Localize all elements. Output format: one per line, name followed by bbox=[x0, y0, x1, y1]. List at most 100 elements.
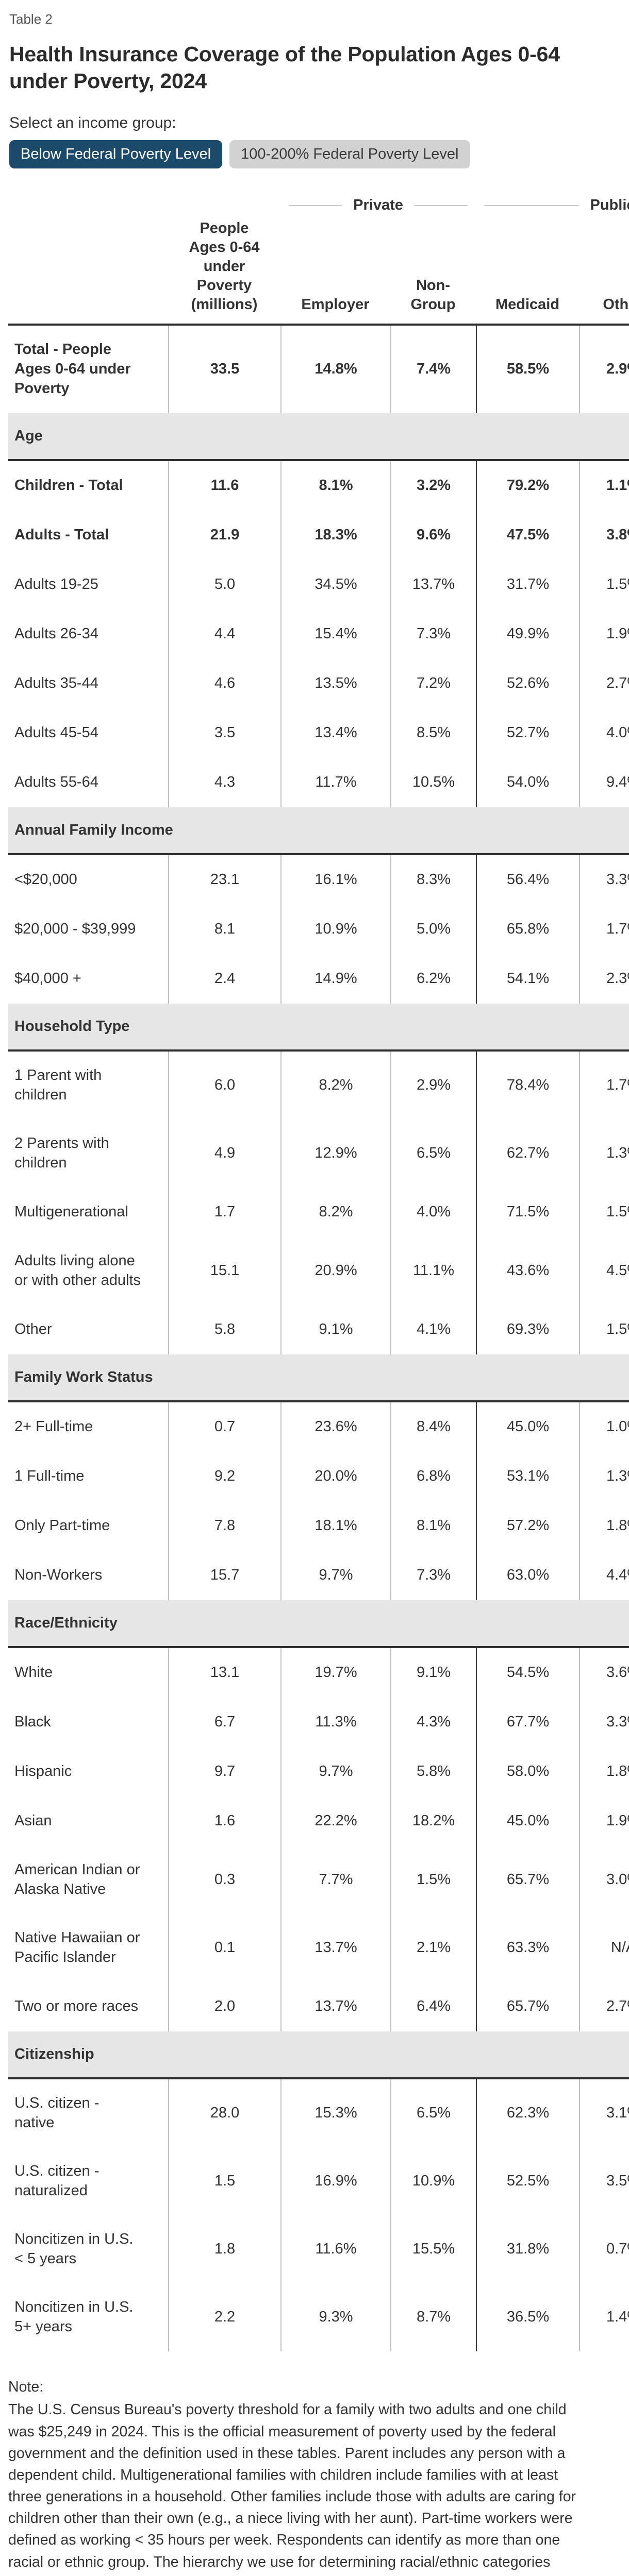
row-value: 14.8% bbox=[280, 326, 390, 413]
row-value: 2.2 bbox=[168, 2283, 280, 2351]
row-value: 3.6% bbox=[579, 1648, 629, 1698]
row-value: 5.8% bbox=[390, 1747, 476, 1797]
coverage-type-group-row: Private Public bbox=[8, 195, 629, 216]
row-value: 3.1% bbox=[579, 2079, 629, 2147]
row-value: 13.7% bbox=[390, 560, 476, 609]
note-text: The U.S. Census Bureau's poverty thresho… bbox=[8, 2399, 591, 2576]
row-value: 1.9% bbox=[579, 1797, 629, 1846]
row-value: 52.6% bbox=[476, 659, 579, 708]
row-label: White bbox=[8, 1648, 168, 1698]
row-value: 2.4 bbox=[168, 954, 280, 1004]
income-group-button-100-200-fpl[interactable]: 100-200% Federal Poverty Level bbox=[229, 140, 470, 168]
row-value: 58.0% bbox=[476, 1747, 579, 1797]
row-label: Multigenerational bbox=[8, 1188, 168, 1237]
row-value: 7.3% bbox=[390, 1551, 476, 1600]
income-group-select-label: Select an income group: bbox=[9, 114, 629, 132]
row-value: 6.8% bbox=[390, 1452, 476, 1501]
row-value: 54.0% bbox=[476, 758, 579, 807]
row-label: Adults 26-34 bbox=[8, 609, 168, 659]
row-label: Native Hawaiian or Pacific Islander bbox=[8, 1914, 168, 1982]
row-label: 2+ Full-time bbox=[8, 1402, 168, 1452]
row-value: 49.9% bbox=[476, 609, 579, 659]
row-value: 1.8% bbox=[579, 1501, 629, 1551]
row-value: 65.7% bbox=[476, 1846, 579, 1914]
row-value: 18.1% bbox=[280, 1501, 390, 1551]
row-value: 56.4% bbox=[476, 855, 579, 905]
row-value: 4.1% bbox=[390, 1305, 476, 1354]
row-label: Other bbox=[8, 1305, 168, 1354]
row-value: N/A bbox=[579, 1914, 629, 1982]
table-row: Adults 35-444.613.5%7.2%52.6%2.7% bbox=[8, 659, 629, 708]
row-value: 45.0% bbox=[476, 1797, 579, 1846]
row-value: 6.4% bbox=[390, 1982, 476, 2031]
row-value: 62.7% bbox=[476, 1120, 579, 1188]
row-value: 11.3% bbox=[280, 1698, 390, 1747]
row-label: $20,000 - $39,999 bbox=[8, 905, 168, 954]
row-value: 12.9% bbox=[280, 1120, 390, 1188]
table-row: Adults 19-255.034.5%13.7%31.7%1.5% bbox=[8, 560, 629, 609]
row-value: 15.4% bbox=[280, 609, 390, 659]
row-value: 13.7% bbox=[280, 1914, 390, 1982]
row-value: 1.3% bbox=[579, 1452, 629, 1501]
row-label: U.S. citizen - native bbox=[8, 2079, 168, 2147]
row-label: 1 Parent with children bbox=[8, 1052, 168, 1120]
table-row: Adults 26-344.415.4%7.3%49.9%1.9% bbox=[8, 609, 629, 659]
row-value: 9.1% bbox=[390, 1648, 476, 1698]
row-label: Children - Total bbox=[8, 461, 168, 511]
row-value: 65.7% bbox=[476, 1982, 579, 2031]
row-value: 4.6 bbox=[168, 659, 280, 708]
row-value: 0.1 bbox=[168, 1914, 280, 1982]
row-value: 7.4% bbox=[390, 326, 476, 413]
row-value: 4.9 bbox=[168, 1120, 280, 1188]
row-value: 1.7% bbox=[579, 905, 629, 954]
table-row: Adults 55-644.311.7%10.5%54.0%9.4% bbox=[8, 758, 629, 807]
row-value: 54.5% bbox=[476, 1648, 579, 1698]
row-label: Two or more races bbox=[8, 1982, 168, 2031]
row-value: 21.9 bbox=[168, 511, 280, 560]
table-row: $40,000 +2.414.9%6.2%54.1%2.3% bbox=[8, 954, 629, 1004]
row-value: 11.6% bbox=[280, 2215, 390, 2283]
row-value: 2.7% bbox=[579, 659, 629, 708]
row-value: 63.3% bbox=[476, 1914, 579, 1982]
row-value: 2.7% bbox=[579, 1982, 629, 2031]
income-group-button-below-fpl[interactable]: Below Federal Poverty Level bbox=[9, 140, 222, 168]
row-value: 15.5% bbox=[390, 2215, 476, 2283]
private-group-label: Private bbox=[342, 197, 415, 214]
row-value: 2.9% bbox=[579, 326, 629, 413]
row-value: 5.0 bbox=[168, 560, 280, 609]
row-value: 45.0% bbox=[476, 1402, 579, 1452]
row-label: Adults - Total bbox=[8, 511, 168, 560]
row-value: 15.7 bbox=[168, 1551, 280, 1600]
row-value: 9.7% bbox=[280, 1747, 390, 1797]
section-header: Citizenship bbox=[8, 2031, 629, 2079]
row-value: 3.0% bbox=[579, 1846, 629, 1914]
row-value: 1.3% bbox=[579, 1120, 629, 1188]
row-value: 4.0% bbox=[579, 708, 629, 758]
row-value: 3.3% bbox=[579, 855, 629, 905]
row-value: 14.9% bbox=[280, 954, 390, 1004]
row-value: 7.2% bbox=[390, 659, 476, 708]
row-value: 52.5% bbox=[476, 2147, 579, 2215]
column-header-text: People Ages 0-64 under Poverty (millions… bbox=[186, 219, 263, 315]
row-value: 1.5% bbox=[579, 1188, 629, 1237]
row-value: 79.2% bbox=[476, 461, 579, 511]
row-label: Adults 35-44 bbox=[8, 659, 168, 708]
row-value: 13.7% bbox=[280, 1982, 390, 2031]
row-value: 4.0% bbox=[390, 1188, 476, 1237]
row-label: American Indian or Alaska Native bbox=[8, 1846, 168, 1914]
column-header-text: Non-Group bbox=[404, 276, 462, 314]
row-value: 43.6% bbox=[476, 1237, 579, 1305]
row-value: 1.5% bbox=[579, 560, 629, 609]
column-header: Other bbox=[579, 295, 629, 324]
column-header-text: Employer bbox=[301, 295, 369, 314]
row-label: Total - People Ages 0-64 under Poverty bbox=[8, 326, 168, 413]
row-value: 10.9% bbox=[390, 2147, 476, 2215]
